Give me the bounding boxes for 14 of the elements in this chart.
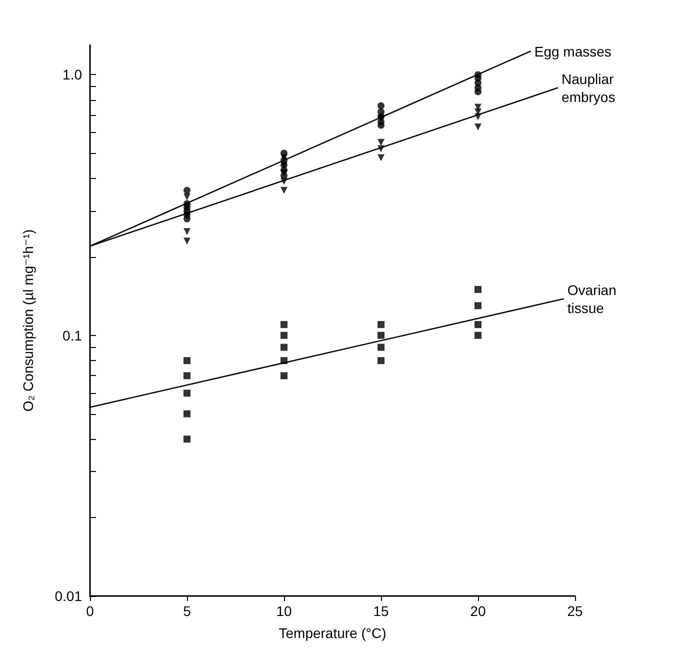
x-axis-title: Temperature (°C) xyxy=(278,625,386,641)
x-tick-label: 0 xyxy=(86,603,94,619)
x-tick-label: 15 xyxy=(373,603,389,619)
x-tick-label: 20 xyxy=(470,603,486,619)
y-axis-title: O₂ Consumption (µl mg⁻¹h⁻¹) xyxy=(20,229,36,412)
x-tick-label: 25 xyxy=(567,603,583,619)
series-label: Ovarian tissue xyxy=(567,282,620,316)
series-label: Naupliar embryos xyxy=(562,70,618,105)
y-tick-label: 0.01 xyxy=(54,588,82,604)
y-tick-label: 1.0 xyxy=(62,66,82,83)
x-tick-label: 10 xyxy=(276,603,292,619)
series-label: Egg masses xyxy=(534,43,612,60)
y-tick-label: 0.1 xyxy=(62,327,82,344)
x-tick-label: 5 xyxy=(183,603,192,619)
